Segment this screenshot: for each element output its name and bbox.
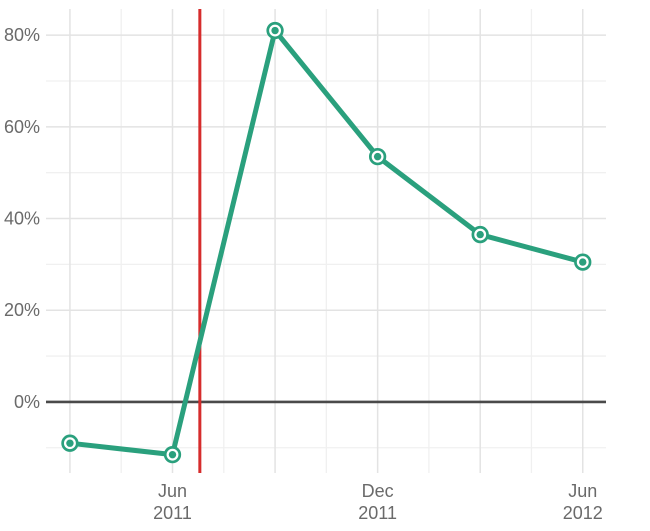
y-axis-tick-label: 40%	[4, 209, 40, 229]
x-axis-tick-label-month: Jun	[568, 481, 597, 501]
x-axis-tick-label-year: 2011	[358, 503, 397, 523]
y-axis-tick-label: 80%	[4, 25, 40, 45]
y-axis-tick-label: 0%	[14, 392, 40, 412]
y-axis-labels-group: 0% 20% 40% 60% 80%	[4, 25, 40, 412]
data-point-marker-dot	[271, 26, 279, 35]
data-point-marker-dot	[168, 450, 177, 459]
y-axis-tick-label: 60%	[4, 117, 40, 137]
x-axis-tick-label-year: 2011	[153, 503, 192, 523]
series-group	[67, 28, 586, 458]
x-axis-tick-label-month: Jun	[158, 481, 187, 501]
data-point-marker-dot	[373, 152, 382, 161]
x-axis-tick-label-year: 2012	[563, 503, 603, 523]
y-axis-tick-label: 20%	[4, 300, 40, 320]
data-point-marker-dot	[579, 258, 587, 266]
data-points-group	[61, 21, 592, 464]
grid-minor-group	[46, 9, 606, 473]
data-point-marker-dot	[66, 439, 74, 447]
grid-major-group	[46, 9, 606, 473]
data-point-marker-dot	[476, 230, 484, 239]
x-axis-tick-label-month: Dec	[362, 481, 394, 501]
series-line	[67, 28, 586, 458]
